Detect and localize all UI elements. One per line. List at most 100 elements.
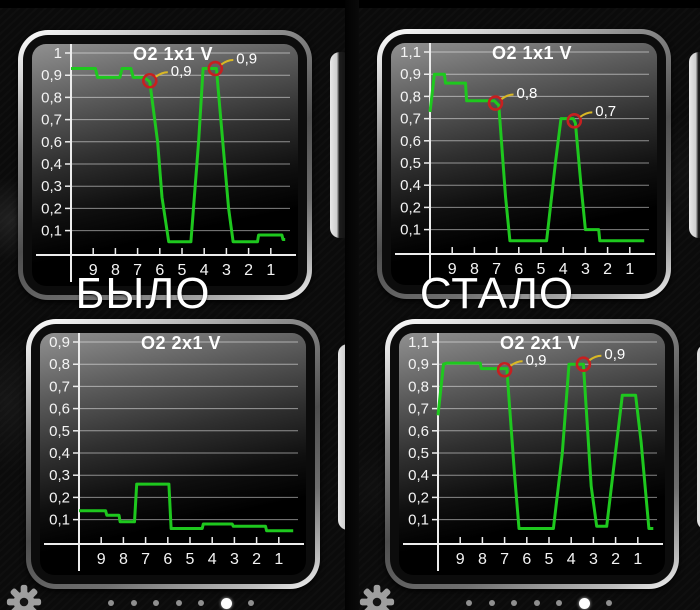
adjacent-widget-edge (697, 344, 700, 530)
svg-text:5: 5 (537, 261, 546, 278)
svg-text:9: 9 (89, 262, 98, 279)
svg-text:4: 4 (208, 551, 217, 568)
svg-text:4: 4 (567, 551, 576, 568)
marker-circle (496, 361, 513, 378)
svg-text:1: 1 (625, 261, 634, 278)
settings-gear-icon[interactable] (358, 583, 396, 610)
svg-text:0,1: 0,1 (400, 222, 421, 239)
svg-text:0,6: 0,6 (400, 133, 421, 150)
svg-text:8: 8 (478, 551, 487, 568)
marker-value-label: 0,9 (604, 346, 625, 363)
svg-text:1: 1 (274, 551, 283, 568)
svg-text:0,4: 0,4 (400, 177, 421, 194)
svg-text:0,1: 0,1 (408, 512, 429, 529)
svg-text:0,3: 0,3 (49, 467, 70, 484)
svg-text:0,8: 0,8 (400, 88, 421, 105)
svg-text:4: 4 (200, 262, 209, 279)
screenshot-was: 1 0,9 0,8 0,7 0,6 0,4 0,3 0,2 0,1 9 8 7 6 5 4 3 2 1 O2 1x1… (5, 30, 355, 610)
svg-text:5: 5 (545, 551, 554, 568)
svg-text:0,4: 0,4 (41, 156, 62, 173)
svg-text:0,5: 0,5 (400, 155, 421, 172)
widget-o2-2x1-was[interactable]: 0,9 0,8 0,7 0,6 0,5 0,4 0,3 0,2 0,1 9 8 7 6 5 4 3 2 1 O2 2… (26, 319, 320, 589)
chart-svg: 10,90,80,70,60,40,30,20,19 8 7 6 5 4 3 2 1O2 1x1… (36, 44, 296, 282)
svg-text:0,8: 0,8 (41, 89, 62, 106)
marker-leader (220, 59, 234, 66)
marker-leader (510, 360, 523, 367)
sensor-trace (71, 67, 286, 244)
marker-circle (566, 113, 583, 129)
chart-o2-1x1-now: 1,1 0,9 0,8 0,7 0,6 0,5 0,4 0,2 0,1 9 8 7 6 5 4 3 2 1 O2 1… (391, 43, 657, 285)
svg-text:0,4: 0,4 (408, 467, 429, 484)
chart-svg: 1,1 0,9 0,8 0,7 0,6 0,5 0,4 0,2 0,1 9 8 7 6 5 4 3 2 1 O2 2… (403, 333, 663, 571)
page-dot-active (578, 597, 590, 609)
svg-text:6: 6 (163, 551, 172, 568)
page-dot (466, 600, 472, 606)
svg-text:0,4: 0,4 (49, 445, 70, 462)
svg-text:0,7: 0,7 (49, 378, 70, 395)
svg-text:0,2: 0,2 (49, 489, 70, 506)
sensor-trace (79, 482, 294, 533)
chart-title: O2 1x1 V (492, 43, 572, 63)
adjacent-widget-edge (330, 52, 347, 238)
chart-svg: 0,9 0,8 0,7 0,6 0,5 0,4 0,3 0,2 0,1 9 8 7 6 5 4 3 2 1 O2 2… (44, 333, 304, 571)
adjacent-widget-edge (689, 52, 700, 238)
svg-text:0,7: 0,7 (41, 112, 62, 129)
svg-text:0,5: 0,5 (408, 445, 429, 462)
page-dot (130, 600, 137, 606)
svg-text:9: 9 (456, 551, 465, 568)
svg-text:0,7: 0,7 (408, 401, 429, 418)
marker-leader (500, 93, 514, 100)
page-dot (198, 600, 204, 606)
widget-bezel: 1,1 0,9 0,8 0,7 0,6 0,5 0,4 0,2 0,1 9 8 7 6 5 4 3 2 1 O2 1… (382, 34, 666, 294)
sensor-trace (436, 361, 654, 530)
svg-text:0,3: 0,3 (41, 178, 62, 195)
caption-was: БЫЛО (75, 269, 211, 318)
widget-o2-1x1-was[interactable]: 1 0,9 0,8 0,7 0,6 0,4 0,3 0,2 0,1 9 8 7 6 5 4 3 2 1 O2 1x1… (18, 30, 312, 300)
widget-o2-2x1-now[interactable]: 1,1 0,9 0,8 0,7 0,6 0,5 0,4 0,2 0,1 9 8 7 6 5 4 3 2 1 O2 2… (385, 319, 679, 589)
chart-o2-1x1-was: 1 0,9 0,8 0,7 0,6 0,4 0,3 0,2 0,1 9 8 7 6 5 4 3 2 1 O2 1x1… (32, 44, 298, 286)
svg-text:6: 6 (522, 551, 531, 568)
page-dot (556, 600, 562, 606)
svg-text:0,8: 0,8 (49, 356, 70, 373)
marker-leader (155, 71, 168, 78)
chart-o2-2x1-now: 1,1 0,9 0,8 0,7 0,6 0,5 0,4 0,2 0,1 9 8 7 6 5 4 3 2 1 O2 2… (399, 333, 665, 575)
svg-text:2: 2 (244, 262, 253, 279)
chart-o2-2x1-was: 0,9 0,8 0,7 0,6 0,5 0,4 0,3 0,2 0,1 9 8 7 6 5 4 3 2 1 O2 2… (40, 333, 306, 575)
marker-value-label: 0,8 (516, 85, 537, 102)
svg-text:0,9: 0,9 (49, 334, 70, 351)
svg-text:2: 2 (603, 261, 612, 278)
svg-text:0,9: 0,9 (41, 67, 62, 84)
svg-text:3: 3 (581, 261, 590, 278)
svg-text:0,6: 0,6 (41, 134, 62, 151)
settings-gear-icon[interactable] (5, 583, 43, 610)
svg-text:1: 1 (54, 45, 62, 62)
svg-text:8: 8 (470, 261, 479, 278)
widget-o2-1x1-now[interactable]: 1,1 0,9 0,8 0,7 0,6 0,5 0,4 0,2 0,1 9 8 7 6 5 4 3 2 1 O2 1… (377, 29, 671, 299)
svg-text:8: 8 (119, 551, 128, 568)
page-dot (248, 600, 254, 606)
svg-text:1,1: 1,1 (408, 334, 429, 351)
svg-text:7: 7 (492, 261, 501, 278)
marker-circle (142, 72, 158, 89)
page-dot (488, 600, 495, 606)
page-dot (153, 600, 159, 606)
widget-bezel: 1 0,9 0,8 0,7 0,6 0,4 0,3 0,2 0,1 9 8 7 6 5 4 3 2 1 O2 1x1… (23, 35, 307, 295)
marker-value-label: 0,9 (526, 352, 547, 369)
svg-text:0,2: 0,2 (41, 200, 62, 217)
svg-text:0,1: 0,1 (49, 512, 70, 529)
marker-leader (579, 111, 593, 118)
widget-bezel: 1,1 0,9 0,8 0,7 0,6 0,5 0,4 0,2 0,1 9 8 7 6 5 4 3 2 1 O2 2… (390, 324, 674, 584)
svg-text:5: 5 (186, 551, 195, 568)
svg-text:7: 7 (141, 551, 150, 568)
svg-text:0,6: 0,6 (49, 401, 70, 418)
svg-text:0,2: 0,2 (400, 199, 421, 216)
svg-text:8: 8 (111, 262, 120, 279)
marker-value-label: 0,9 (171, 63, 192, 80)
page-dot-active (220, 597, 232, 609)
screenshot-seam (345, 0, 359, 610)
chart-title: O2 2x1 V (500, 333, 580, 353)
marker-circle (207, 60, 224, 77)
svg-text:4: 4 (559, 261, 568, 278)
chart-title: O2 2x1 V (141, 333, 221, 353)
